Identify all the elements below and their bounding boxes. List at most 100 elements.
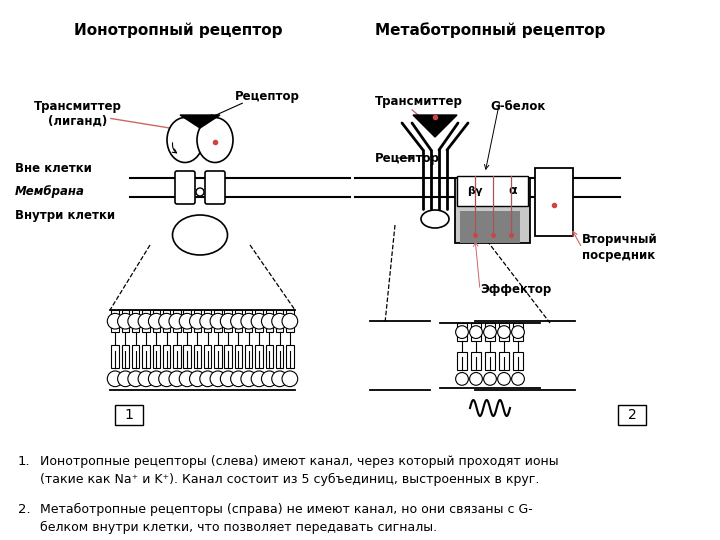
Text: Рецептор: Рецептор — [235, 90, 300, 103]
Bar — [513, 323, 523, 341]
Text: G-белок: G-белок — [490, 100, 545, 113]
Circle shape — [282, 313, 297, 329]
Text: Внутри клетки: Внутри клетки — [15, 208, 115, 221]
Circle shape — [220, 313, 236, 329]
Circle shape — [251, 371, 267, 387]
Ellipse shape — [197, 118, 233, 163]
Text: 1: 1 — [125, 408, 133, 422]
Text: Ионотропный рецептор: Ионотропный рецептор — [73, 22, 282, 37]
Bar — [276, 345, 283, 368]
Circle shape — [199, 313, 215, 329]
Circle shape — [271, 371, 287, 387]
Circle shape — [241, 313, 256, 329]
FancyBboxPatch shape — [175, 171, 195, 204]
Circle shape — [512, 373, 524, 385]
Circle shape — [484, 373, 496, 385]
Circle shape — [456, 326, 469, 339]
Text: Ионотропные рецепторы (слева) имеют канал, через который проходят ионы
(такие ка: Ионотропные рецепторы (слева) имеют кана… — [40, 455, 559, 485]
Bar — [194, 345, 201, 368]
Circle shape — [179, 371, 195, 387]
Text: Мембрана: Мембрана — [15, 186, 85, 199]
Bar — [115, 405, 143, 425]
Circle shape — [469, 326, 482, 339]
Bar — [499, 352, 509, 370]
Text: 2.: 2. — [18, 503, 31, 516]
Bar — [112, 345, 119, 368]
Bar — [204, 310, 212, 333]
Circle shape — [498, 326, 510, 339]
Bar — [276, 310, 283, 333]
Circle shape — [148, 371, 164, 387]
Text: 2: 2 — [628, 408, 636, 422]
Bar — [184, 345, 191, 368]
Bar — [132, 310, 140, 333]
Circle shape — [261, 371, 277, 387]
Circle shape — [158, 371, 174, 387]
Circle shape — [469, 373, 482, 385]
Circle shape — [169, 313, 184, 329]
Circle shape — [282, 371, 297, 387]
Bar — [460, 211, 520, 243]
Bar — [143, 345, 150, 368]
Bar — [143, 310, 150, 333]
Bar — [225, 310, 232, 333]
Circle shape — [117, 371, 133, 387]
Circle shape — [241, 371, 256, 387]
Circle shape — [138, 371, 154, 387]
Text: Метаботропный рецептор: Метаботропный рецептор — [375, 22, 606, 38]
Circle shape — [107, 371, 123, 387]
Bar — [455, 178, 530, 243]
Circle shape — [158, 313, 174, 329]
Circle shape — [128, 371, 143, 387]
Bar — [618, 405, 646, 425]
Circle shape — [189, 313, 205, 329]
Bar — [215, 310, 222, 333]
Bar — [535, 168, 573, 236]
Text: Вне клетки: Вне клетки — [15, 161, 92, 174]
Circle shape — [189, 371, 205, 387]
Circle shape — [210, 371, 226, 387]
Text: Метаботропные рецепторы (справа) не имеют канал, но они связаны с G-
белком внут: Метаботропные рецепторы (справа) не имею… — [40, 503, 533, 534]
Circle shape — [107, 313, 123, 329]
Text: Эффектор: Эффектор — [480, 284, 552, 296]
Text: α: α — [509, 185, 517, 198]
Circle shape — [220, 371, 236, 387]
Bar — [122, 310, 129, 333]
Bar — [235, 345, 242, 368]
Bar — [235, 310, 242, 333]
Circle shape — [271, 313, 287, 329]
Circle shape — [498, 373, 510, 385]
Bar — [245, 345, 253, 368]
Bar — [163, 345, 170, 368]
Bar — [112, 310, 119, 333]
Circle shape — [117, 313, 133, 329]
Bar — [256, 310, 263, 333]
Circle shape — [169, 371, 184, 387]
Circle shape — [512, 326, 524, 339]
FancyBboxPatch shape — [205, 171, 225, 204]
Circle shape — [128, 313, 143, 329]
Bar — [194, 310, 201, 333]
Circle shape — [456, 373, 469, 385]
Bar — [245, 310, 253, 333]
Circle shape — [199, 371, 215, 387]
Circle shape — [138, 313, 154, 329]
Circle shape — [210, 313, 226, 329]
Bar — [471, 352, 481, 370]
Bar — [457, 176, 528, 206]
Bar — [266, 310, 273, 333]
Bar — [266, 345, 273, 368]
Bar — [471, 323, 481, 341]
Polygon shape — [180, 115, 220, 128]
Circle shape — [148, 313, 164, 329]
Ellipse shape — [173, 215, 228, 255]
Bar — [286, 310, 294, 333]
Circle shape — [251, 313, 267, 329]
Bar — [173, 310, 181, 333]
Text: 1.: 1. — [18, 455, 31, 468]
Text: Рецептор: Рецептор — [375, 152, 440, 165]
Bar — [163, 310, 170, 333]
Bar — [225, 345, 232, 368]
Bar — [153, 345, 160, 368]
Text: Трансмиттер: Трансмиттер — [375, 95, 463, 108]
